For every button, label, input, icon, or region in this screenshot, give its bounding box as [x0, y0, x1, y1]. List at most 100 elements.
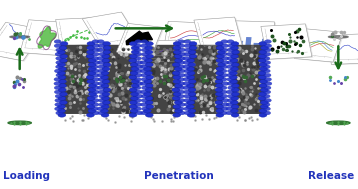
- Circle shape: [97, 107, 104, 111]
- Polygon shape: [118, 24, 164, 57]
- Circle shape: [98, 82, 105, 85]
- Circle shape: [130, 100, 137, 105]
- Circle shape: [101, 84, 109, 88]
- Circle shape: [88, 67, 96, 71]
- Circle shape: [173, 42, 181, 46]
- Circle shape: [231, 67, 238, 71]
- Circle shape: [216, 42, 223, 46]
- Circle shape: [265, 77, 271, 81]
- Circle shape: [100, 109, 108, 113]
- Circle shape: [131, 96, 139, 100]
- Circle shape: [58, 50, 66, 54]
- Circle shape: [221, 94, 228, 98]
- Circle shape: [183, 57, 190, 60]
- Circle shape: [231, 84, 239, 88]
- Circle shape: [188, 88, 196, 92]
- Polygon shape: [328, 34, 358, 64]
- Polygon shape: [261, 24, 312, 59]
- Circle shape: [185, 48, 192, 52]
- Circle shape: [92, 73, 99, 77]
- Circle shape: [97, 73, 105, 77]
- Circle shape: [184, 52, 191, 56]
- Circle shape: [140, 90, 147, 94]
- Circle shape: [92, 44, 100, 48]
- Circle shape: [92, 52, 99, 56]
- Circle shape: [221, 107, 228, 111]
- Circle shape: [184, 44, 191, 48]
- Circle shape: [220, 69, 227, 73]
- Circle shape: [89, 84, 97, 88]
- Circle shape: [174, 100, 182, 105]
- Circle shape: [140, 65, 147, 69]
- FancyBboxPatch shape: [103, 45, 136, 114]
- Circle shape: [217, 54, 224, 58]
- Circle shape: [216, 84, 223, 88]
- Polygon shape: [227, 21, 275, 55]
- Circle shape: [231, 96, 238, 100]
- Circle shape: [136, 65, 143, 69]
- Circle shape: [87, 100, 95, 105]
- Circle shape: [188, 92, 196, 96]
- Circle shape: [87, 42, 95, 46]
- Circle shape: [258, 75, 266, 79]
- Circle shape: [54, 77, 61, 81]
- Circle shape: [222, 98, 229, 102]
- Circle shape: [215, 100, 223, 105]
- Circle shape: [220, 86, 227, 90]
- Circle shape: [102, 100, 110, 105]
- Circle shape: [216, 58, 224, 63]
- Circle shape: [102, 58, 110, 63]
- Circle shape: [59, 46, 67, 50]
- Circle shape: [226, 107, 233, 111]
- Circle shape: [59, 92, 67, 96]
- Polygon shape: [329, 35, 358, 65]
- Circle shape: [263, 107, 270, 111]
- Circle shape: [231, 63, 239, 67]
- Circle shape: [102, 79, 110, 84]
- Circle shape: [87, 79, 95, 84]
- Polygon shape: [0, 22, 44, 61]
- Circle shape: [98, 98, 106, 102]
- FancyBboxPatch shape: [61, 45, 93, 114]
- Circle shape: [178, 90, 185, 94]
- Circle shape: [226, 103, 233, 106]
- Polygon shape: [20, 20, 73, 56]
- Circle shape: [55, 103, 62, 106]
- Circle shape: [101, 113, 109, 117]
- Circle shape: [216, 71, 224, 75]
- Circle shape: [99, 103, 106, 106]
- FancyBboxPatch shape: [146, 45, 179, 114]
- Circle shape: [58, 109, 66, 113]
- Circle shape: [183, 61, 190, 64]
- Point: [62, 38, 68, 41]
- Circle shape: [172, 88, 180, 92]
- Ellipse shape: [8, 121, 32, 125]
- Circle shape: [140, 69, 147, 73]
- Circle shape: [178, 82, 185, 85]
- Circle shape: [259, 113, 267, 117]
- Circle shape: [177, 107, 184, 111]
- Circle shape: [175, 109, 183, 113]
- Circle shape: [226, 111, 233, 115]
- Circle shape: [264, 98, 271, 102]
- Circle shape: [92, 90, 99, 94]
- Circle shape: [259, 42, 267, 46]
- Circle shape: [86, 113, 94, 117]
- Circle shape: [145, 84, 153, 88]
- Circle shape: [54, 69, 62, 73]
- Circle shape: [216, 92, 223, 96]
- Circle shape: [54, 107, 62, 111]
- Circle shape: [98, 111, 105, 115]
- Circle shape: [130, 105, 137, 109]
- Circle shape: [178, 57, 185, 60]
- Circle shape: [131, 46, 139, 50]
- Circle shape: [129, 75, 137, 79]
- Polygon shape: [82, 12, 140, 48]
- Circle shape: [226, 52, 233, 56]
- Circle shape: [227, 98, 234, 102]
- Circle shape: [136, 111, 143, 115]
- Circle shape: [259, 63, 267, 67]
- Circle shape: [145, 46, 153, 50]
- Circle shape: [259, 50, 267, 54]
- Circle shape: [216, 96, 224, 100]
